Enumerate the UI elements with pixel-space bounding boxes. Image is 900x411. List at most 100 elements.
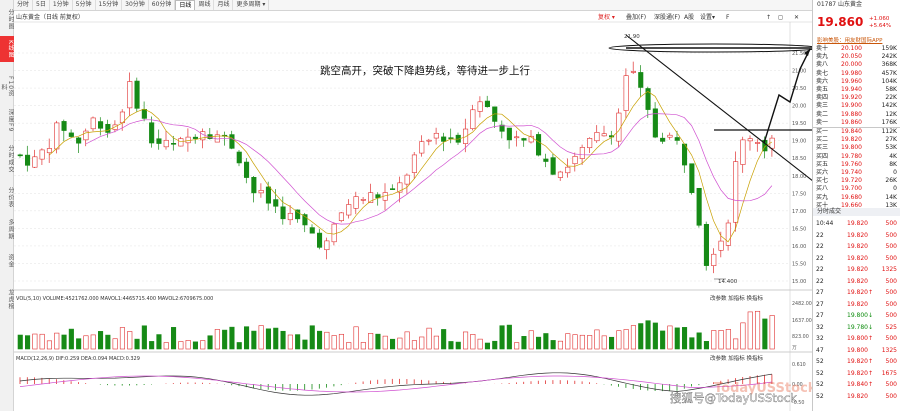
sidebar-tab-depth[interactable]: 深度F9 <box>7 109 14 133</box>
sidebar-tab-dragon-tiger[interactable]: 龙虎榜 <box>7 288 14 310</box>
trade-time: 27 <box>816 289 824 296</box>
chart-header-title: 山东黄金（日线 前复权） <box>16 13 84 21</box>
trade-time: 32 <box>816 335 824 342</box>
candle-body <box>521 138 527 141</box>
trade-volume: 500 <box>885 243 897 250</box>
candle-body <box>163 139 169 148</box>
candle-body <box>667 134 673 138</box>
chart-toolbar-item-0[interactable]: 复权 ▾ <box>598 13 615 21</box>
candle-body <box>83 130 89 141</box>
ask-volume: 12K <box>885 110 897 118</box>
macd-tools[interactable]: 改参数 加指标 换指标 <box>710 354 763 362</box>
candle-body <box>638 72 644 88</box>
volume-bar <box>273 327 279 350</box>
chart-toolbar-item-3[interactable]: A股 <box>684 14 694 21</box>
candle-body <box>623 75 629 111</box>
candle-body <box>404 174 410 185</box>
volume-bar <box>426 327 432 350</box>
volume-tick-label: 万 <box>792 345 797 351</box>
bid-row: 买一 19.840 112K <box>813 128 900 136</box>
volume-bar <box>499 325 505 350</box>
sidebar-tab-timeshare[interactable]: 分时图 <box>7 8 14 30</box>
projected-path <box>763 48 811 144</box>
ask-volume: 242K <box>881 53 897 61</box>
trade-row: 27 19.820 500 <box>813 301 900 309</box>
sidebar-tab-f10[interactable]: F10资料 <box>0 76 14 98</box>
volume-bar <box>711 330 717 350</box>
vol-tools[interactable]: 改参数 加指标 换指标 <box>710 294 763 302</box>
moving-average-lines <box>48 90 773 243</box>
macd-tick-label: -0.50 <box>792 400 804 406</box>
volume-bar <box>528 330 534 350</box>
period-tab-5[interactable]: 30分钟 <box>122 0 149 10</box>
period-tab-10[interactable]: 更多周期 ▾ <box>233 0 270 10</box>
candle-body <box>156 138 162 144</box>
bid-volume: 26K <box>885 177 897 185</box>
stock-code-name: 01787 山东黄金 <box>817 1 862 8</box>
ask-row: 卖四 19.920 22K <box>813 94 900 102</box>
candle-body <box>433 132 439 139</box>
sidebar-tab-kline[interactable]: K线图 <box>0 36 14 62</box>
volume-bar <box>579 334 585 350</box>
trade-price: 19.820↑ <box>847 358 874 365</box>
volume-bar <box>419 336 425 350</box>
volume-bar <box>134 338 140 350</box>
chart-toolbar-item-5[interactable]: F <box>726 14 730 21</box>
volume-bar <box>222 329 228 350</box>
period-tab-9[interactable]: 月线 <box>214 0 234 10</box>
chart-toolbar-item-7[interactable]: ◻ <box>778 14 783 21</box>
ad-link[interactable]: 影响美股：用友财国际APP <box>817 38 883 44</box>
sidebar-tab-trades[interactable]: 分时成交 <box>7 145 14 173</box>
macd-line <box>19 375 772 393</box>
period-tab-2[interactable]: 1分钟 <box>50 0 73 10</box>
ask-row: 卖八 20.000 368K <box>813 61 900 69</box>
chart-toolbar-item-8[interactable]: ✕ <box>794 14 799 21</box>
sidebar-tab-funds[interactable]: 资金 <box>7 254 14 268</box>
candle-body <box>703 224 710 266</box>
period-tab-bar: 分时 5日 1分钟 5分钟 15分钟 30分钟 60分钟 日线 周线 月线 更多周期 ▾ <box>14 0 812 11</box>
volume-bar <box>156 334 162 350</box>
bid-price: 19.800 <box>841 144 862 152</box>
candle-body <box>338 212 345 221</box>
trade-row: 27 19.800↓ 500 <box>813 312 900 320</box>
volume-bar <box>441 329 447 350</box>
trade-price: 19.820 <box>847 220 868 227</box>
ask-label: 卖七 <box>816 69 829 77</box>
volume-bar <box>32 333 38 350</box>
chart-toolbar-item-6[interactable]: ↑ <box>766 14 771 21</box>
macd-indicator <box>19 372 773 396</box>
sidebar-tab-multi-period[interactable]: 多周期 <box>7 218 14 240</box>
period-tab-0[interactable]: 分时 <box>14 0 34 10</box>
candle-body <box>550 157 556 175</box>
volume-bar <box>141 325 147 350</box>
trade-price: 19.800↓ <box>847 312 874 319</box>
period-tab-3[interactable]: 5分钟 <box>73 0 96 10</box>
period-tab-6[interactable]: 60分钟 <box>149 0 176 10</box>
period-tab-4[interactable]: 15分钟 <box>96 0 123 10</box>
chart-toolbar-item-2[interactable]: 深股通(F) <box>654 13 680 21</box>
high-price-label: 21.90 <box>624 34 640 40</box>
volume-bar <box>163 342 169 350</box>
period-tab-7[interactable]: 日线 <box>175 0 196 10</box>
kline-chart[interactable]: 山东黄金（日线 前复权） 复权 ▾ 叠加(F) 深股通(F) A股 设置▾ F ↑ ◻ ✕ 21… <box>14 11 828 411</box>
candle-body <box>280 206 286 220</box>
volume-bar <box>324 331 330 350</box>
trade-row: 52 19.820 500 <box>813 393 900 401</box>
volume-bar <box>17 334 23 350</box>
bid-price: 19.740 <box>841 169 862 176</box>
chart-toolbar-item-1[interactable]: 叠加(F) <box>626 13 646 21</box>
candle-body <box>711 253 717 266</box>
candle-body <box>134 80 140 109</box>
candle-body <box>419 141 425 154</box>
period-tab-1[interactable]: 5日 <box>33 0 50 10</box>
volume-bar <box>185 340 191 350</box>
volume-bar <box>565 333 571 350</box>
ask-volume: 176K <box>881 118 897 126</box>
chart-toolbar-item-4[interactable]: 设置▾ <box>700 13 715 21</box>
ask-volume: 142K <box>881 102 897 110</box>
bid-label: 买九 <box>816 193 829 201</box>
sidebar-tab-price-table[interactable]: 分价表 <box>7 186 14 208</box>
ask-label: 卖五 <box>816 86 829 93</box>
period-tab-8[interactable]: 周线 <box>195 0 215 10</box>
volume-bar <box>76 338 82 350</box>
